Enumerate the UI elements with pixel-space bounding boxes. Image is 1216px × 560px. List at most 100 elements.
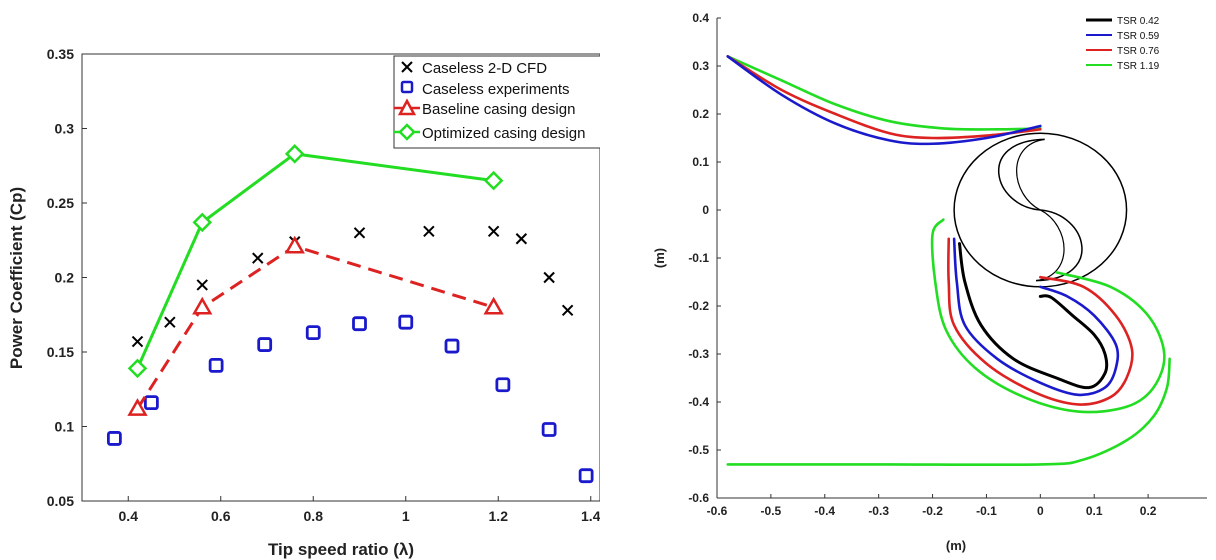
y-tick-label-left: 0.25 bbox=[47, 195, 74, 211]
x-axis-right: -0.6 -0.5 -0.4 -0.3 -0.2 -0.1 0 0.1 0.2 bbox=[707, 494, 1157, 518]
x-tick-label-right: -0.5 bbox=[761, 504, 782, 518]
data-point-square bbox=[578, 468, 594, 484]
legend-label-baseline: Baseline casing design bbox=[422, 101, 575, 118]
data-point-square bbox=[208, 358, 224, 373]
y-tick-label-right: 0.1 bbox=[692, 155, 709, 169]
y-tick-label-right: -0.6 bbox=[688, 491, 709, 505]
data-point-diamond bbox=[192, 212, 213, 233]
legend-entry-experiments: Caseless experiments bbox=[400, 80, 570, 98]
y-tick-label-left: 0.2 bbox=[55, 270, 75, 286]
rotor-blade-lower bbox=[1036, 209, 1083, 282]
x-tick-label-left: 1 bbox=[402, 508, 410, 524]
y-tick-label-right: 0 bbox=[702, 203, 709, 217]
legend-label-optimized: Optimized casing design bbox=[422, 125, 585, 142]
x-axis-title-right: (m) bbox=[946, 538, 966, 553]
tsr-059-lower-wall bbox=[952, 237, 1120, 397]
data-point-cross bbox=[561, 304, 574, 316]
legend-label-cfd: Caseless 2-D CFD bbox=[422, 60, 547, 77]
data-point-square bbox=[495, 377, 511, 393]
x-axis-left: 0.4 0.6 0.8 1 1.2 1.4 bbox=[119, 496, 600, 524]
data-point-cross bbox=[423, 225, 435, 238]
x-tick-label-left: 1.4 bbox=[581, 508, 600, 524]
data-point-cross bbox=[543, 271, 555, 284]
x-tick-label-left: 1.2 bbox=[489, 508, 509, 524]
plot-area-left: 0.4 0.6 0.8 1 1.2 1.4 0.050.10.150.20.250.30.… bbox=[47, 46, 600, 524]
legend-entry-optimized: Optimized casing design bbox=[394, 123, 585, 142]
x-tick-label-left: 0.8 bbox=[304, 508, 324, 524]
series-experiments bbox=[106, 314, 594, 484]
data-point-square bbox=[106, 431, 122, 446]
data-point-triangle bbox=[127, 398, 148, 416]
series-line-baseline bbox=[136, 244, 495, 410]
legend-label-tsr-119: TSR 1.19 bbox=[1117, 61, 1160, 72]
series-tsr-059 bbox=[726, 55, 1120, 397]
legend-entry-tsr-059: TSR 0.59 bbox=[1086, 31, 1160, 42]
x-tick-label-right: 0.1 bbox=[1086, 504, 1103, 518]
y-tick-label-right: -0.1 bbox=[688, 251, 709, 265]
rotor-blade-upper-inner bbox=[1016, 138, 1045, 211]
series-cfd bbox=[131, 225, 574, 348]
data-point-square bbox=[305, 325, 321, 341]
tsr-119-upper-wall bbox=[726, 55, 1042, 131]
y-axis-title-right: (m) bbox=[652, 248, 667, 268]
series-baseline bbox=[127, 235, 504, 416]
x-tick-label-right: -0.4 bbox=[814, 504, 835, 518]
data-point-square bbox=[444, 338, 460, 354]
legend-entry-cfd: Caseless 2-D CFD bbox=[401, 60, 547, 77]
y-tick-label-left: 0.05 bbox=[47, 493, 74, 509]
casing-geometry-chart: -0.6 -0.5 -0.4 -0.3 -0.2 -0.1 0 0.1 0.2 0.40.30.… bbox=[652, 11, 1207, 553]
data-point-square bbox=[257, 337, 273, 352]
y-tick-label-right: -0.3 bbox=[688, 347, 709, 361]
legend-entry-baseline: Baseline casing design bbox=[394, 98, 575, 118]
legend-left: Caseless 2-D CFD Caseless experiments Ba… bbox=[393, 55, 600, 149]
x-tick-label-right: -0.6 bbox=[707, 504, 728, 518]
tsr-076-lower-wall bbox=[947, 237, 1134, 406]
legend-entry-tsr-042: TSR 0.42 bbox=[1086, 16, 1160, 27]
x-axis-title-left: Tip speed ratio (λ) bbox=[268, 540, 414, 559]
y-tick-label-right: -0.4 bbox=[688, 395, 709, 409]
data-point-cross bbox=[252, 252, 264, 264]
power-coefficient-chart: 0.4 0.6 0.8 1 1.2 1.4 0.050.10.150.20.250.30.… bbox=[7, 46, 600, 559]
data-point-cross bbox=[487, 225, 500, 238]
legend-right: TSR 0.42 TSR 0.59 TSR 0.76 TSR 1.19 bbox=[1086, 16, 1160, 72]
series-tsr-076 bbox=[726, 55, 1134, 406]
y-tick-label-right: 0.4 bbox=[692, 11, 709, 25]
y-tick-label-left: 0.1 bbox=[55, 419, 75, 435]
legend-label-tsr-076: TSR 0.76 bbox=[1117, 46, 1160, 57]
series-optimized bbox=[127, 144, 504, 379]
rotor bbox=[953, 132, 1128, 288]
legend-label-experiments: Caseless experiments bbox=[422, 81, 570, 98]
series-tsr-119 bbox=[726, 55, 1171, 467]
data-point-cross bbox=[515, 233, 528, 245]
tsr-119-outlet-wall bbox=[726, 357, 1171, 467]
y-axis-right: 0.4 0.3 0.2 0.1 0 -0.1 -0.2 -0.3 -0.4 -0.5 -0.6 bbox=[688, 11, 721, 505]
y-axis-title-left: Power Coefficient (Cp) bbox=[7, 187, 26, 369]
tsr-042-lower-wall bbox=[958, 242, 1109, 390]
series-layer-right bbox=[726, 55, 1171, 467]
data-point-cross bbox=[164, 316, 176, 328]
data-point-cross bbox=[131, 335, 144, 348]
legend-label-tsr-059: TSR 0.59 bbox=[1117, 31, 1160, 42]
data-point-diamond bbox=[483, 170, 504, 191]
rotor-blade-upper bbox=[998, 138, 1045, 211]
legend-entry-tsr-119: TSR 1.19 bbox=[1086, 61, 1160, 72]
tsr-059-upper-wall bbox=[726, 55, 1042, 146]
y-tick-label-left: 0.35 bbox=[47, 46, 74, 62]
y-tick-label-right: -0.2 bbox=[688, 299, 709, 313]
data-point-square bbox=[352, 316, 367, 332]
data-point-triangle bbox=[192, 296, 213, 315]
y-tick-label-right: 0.2 bbox=[692, 107, 709, 121]
data-point-triangle bbox=[284, 235, 305, 254]
y-tick-label-left: 0.15 bbox=[47, 344, 74, 360]
data-point-triangle bbox=[483, 296, 504, 315]
data-point-square bbox=[398, 314, 414, 330]
x-tick-label-right: 0 bbox=[1037, 504, 1044, 518]
legend-box-left bbox=[393, 55, 600, 149]
x-tick-label-right: -0.3 bbox=[868, 504, 889, 518]
data-point-diamond bbox=[127, 358, 148, 379]
plot-area-right: -0.6 -0.5 -0.4 -0.3 -0.2 -0.1 0 0.1 0.2 0.40.30.… bbox=[688, 11, 1207, 518]
data-point-cross bbox=[353, 227, 366, 239]
legend-label-tsr-042: TSR 0.42 bbox=[1117, 16, 1160, 27]
x-tick-label-right: 0.2 bbox=[1140, 504, 1157, 518]
data-point-diamond bbox=[284, 144, 305, 164]
